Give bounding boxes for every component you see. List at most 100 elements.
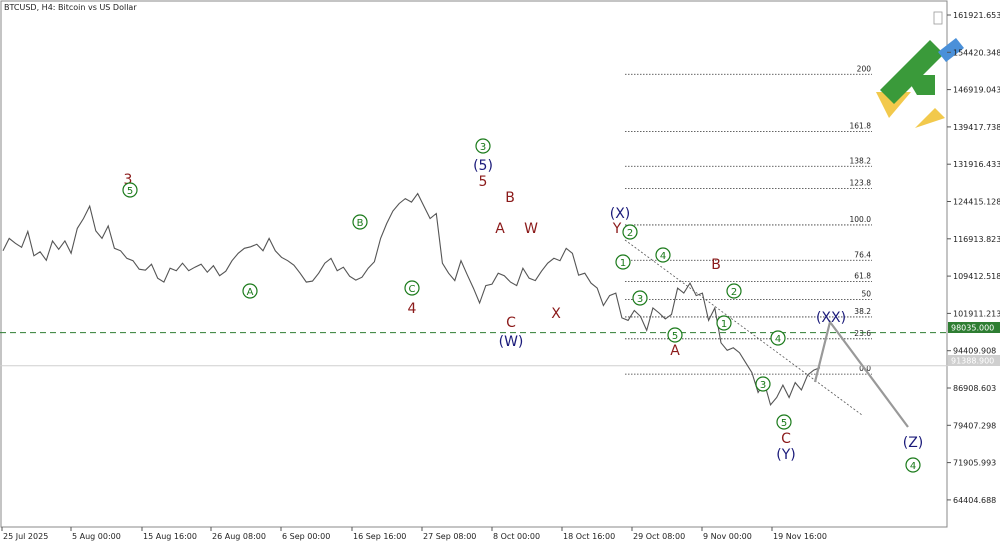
wave-label-text: (5) — [473, 158, 493, 174]
wave-label: X — [551, 306, 561, 322]
wave-label-text: (XX) — [816, 310, 846, 326]
wave-label-text: 3 — [124, 172, 133, 188]
wave-label: 5 — [667, 327, 683, 343]
wave-label-text: C — [409, 284, 416, 295]
y-tick-label: 139417.738 — [953, 123, 1000, 132]
wave-label: B — [352, 214, 368, 230]
x-tick-label: 15 Aug 16:00 — [143, 532, 197, 541]
wave-label-text: B — [505, 190, 515, 206]
x-tick-label: 18 Oct 16:00 — [563, 532, 615, 541]
trend-line — [624, 239, 863, 416]
wave-label: (XX) — [816, 310, 846, 326]
fibonacci-levels: 200 161.8 138.2 123.8 100.0 76.4 61.8 50 38.2 23.… — [625, 64, 872, 375]
x-tick-label: 8 Oct 00:00 — [493, 532, 540, 541]
fib-level-label: 38.2 — [854, 307, 871, 316]
wave-label-circle — [770, 330, 786, 346]
x-axis: 25 Jul 2025 5 Aug 00:00 15 Aug 16:00 26 Aug… — [1, 527, 827, 541]
y-tick-label: 161921.653 — [953, 11, 1000, 20]
fib-level-label: 200 — [857, 64, 872, 73]
wave-label-circle — [726, 283, 742, 299]
y-tick-label: 146919.043 — [953, 86, 1000, 95]
fib-level-label: 138.2 — [850, 156, 872, 165]
wave-label: 3 — [475, 138, 491, 154]
y-tick-label: 86908.603 — [953, 384, 996, 393]
wave-label-circle — [655, 247, 671, 263]
wave-label: (5) — [473, 158, 493, 174]
wave-label-text: 2 — [731, 287, 737, 298]
wave-label-text: X — [551, 306, 561, 322]
wave-label: B — [711, 257, 721, 273]
current-price-label: 91388.900 — [951, 357, 994, 366]
wave-label-circle — [716, 315, 732, 331]
dashed-level-label: 98035.000 — [951, 324, 994, 333]
wave-label: C — [781, 431, 791, 447]
wave-label-circle — [776, 414, 792, 430]
fib-level-label: 123.8 — [850, 179, 872, 188]
brand-logo — [876, 38, 964, 128]
x-tick-label: 25 Jul 2025 — [3, 532, 48, 541]
x-tick-label: 16 Sep 16:00 — [353, 532, 406, 541]
wave-label-text: A — [495, 221, 505, 237]
series-group — [2, 192, 821, 407]
wave-label-text: A — [670, 343, 680, 359]
wave-label-text: B — [357, 218, 364, 229]
x-tick-label: 6 Sep 00:00 — [282, 532, 330, 541]
current-price-tag — [948, 355, 1000, 366]
wave-label: 2 — [622, 224, 638, 240]
wave-label-text: 1 — [620, 258, 626, 269]
wave-label-text: Y — [612, 221, 622, 237]
wave-label-text: 4 — [775, 334, 781, 345]
wave-label-circle — [667, 327, 683, 343]
y-tick-label: 79407.298 — [953, 421, 996, 430]
wave-label-circle — [122, 182, 138, 198]
wave-label: 3 — [632, 290, 648, 306]
y-tick-label: 64404.688 — [953, 496, 996, 505]
y-tick-label: 124415.128 — [953, 198, 1000, 207]
wave-label-circle — [632, 290, 648, 306]
fib-level-label: 161.8 — [850, 121, 872, 130]
wave-label: 4 — [770, 330, 786, 346]
wave-label: 3 — [124, 172, 133, 188]
x-tick-label: 9 Nov 00:00 — [703, 532, 752, 541]
dashed-level-tag — [948, 322, 1000, 333]
wave-label-circle — [242, 283, 258, 299]
wave-label-circle — [755, 376, 771, 392]
fib-level-label: 100.0 — [850, 215, 872, 224]
wave-label: (W) — [499, 334, 524, 350]
wave-label: 1 — [716, 315, 732, 331]
wave-label-text: W — [524, 221, 538, 237]
wave-label: C — [404, 280, 420, 296]
wave-label-text: (W) — [499, 334, 524, 350]
wave-label: 3 — [755, 376, 771, 392]
fib-level-label: 76.4 — [854, 250, 871, 259]
chart-frame — [0, 0, 948, 528]
wave-label-text: (Z) — [903, 435, 924, 451]
y-axis: 161921.653 154420.348 146919.043 139417.738… — [947, 11, 1000, 505]
wave-label-circle — [905, 457, 921, 473]
wave-label: B — [505, 190, 515, 206]
wave-label: (Y) — [776, 447, 795, 463]
price-tags: 98035.000 91388.900 — [948, 322, 1000, 366]
wave-label-circle — [352, 214, 368, 230]
x-tick-label: 19 Nov 16:00 — [773, 532, 827, 541]
x-tick-label: 5 Aug 00:00 — [72, 532, 121, 541]
wave-label-text: 5 — [479, 174, 488, 190]
wave-label-text: B — [711, 257, 721, 273]
wave-label: 4 — [905, 457, 921, 473]
fib-level-label: 61.8 — [854, 272, 871, 281]
wave-label-circle — [615, 254, 631, 270]
wave-label-text: C — [506, 315, 516, 331]
price-series-line — [2, 192, 821, 407]
x-tick-label: 26 Aug 08:00 — [212, 532, 266, 541]
chart-settings-button[interactable] — [933, 11, 943, 25]
wave-label: C — [506, 315, 516, 331]
wave-label-text: 5 — [781, 418, 787, 429]
y-tick-label: 154420.348 — [953, 48, 1000, 57]
wave-label-text: 5 — [127, 186, 133, 197]
y-tick-label: 131916.433 — [953, 160, 1000, 169]
wave-label: 4 — [408, 301, 417, 317]
y-tick-label: 101911.213 — [953, 309, 1000, 318]
y-tick-label: 109412.518 — [953, 272, 1000, 281]
wave-label-text: 3 — [480, 142, 486, 153]
